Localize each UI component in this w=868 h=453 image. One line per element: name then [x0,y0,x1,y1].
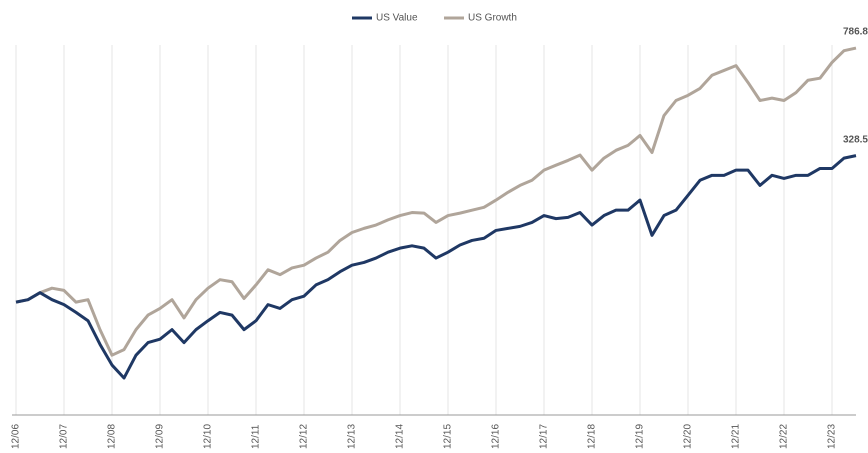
x-tick-label: 12/06 [11,424,22,449]
x-tick-label: 12/22 [779,424,790,449]
x-tick-label: 12/07 [59,424,70,449]
x-tick-label: 12/21 [731,424,742,449]
x-tick-label: 12/16 [491,424,502,449]
legend-label: US Value [376,13,418,24]
x-tick-label: 12/20 [683,424,694,449]
x-tick-label: 12/18 [587,424,598,449]
legend-label: US Growth [468,13,517,24]
x-tick-label: 12/08 [107,424,118,449]
x-tick-label: 12/09 [155,424,166,449]
x-tick-label: 12/23 [827,424,838,449]
x-tick-label: 12/10 [203,424,214,449]
x-tick-label: 12/14 [395,424,406,449]
x-tick-label: 12/13 [347,424,358,449]
end-label: 328.5 [843,134,868,145]
x-tick-label: 12/17 [539,424,550,449]
x-tick-label: 12/12 [299,424,310,449]
series-line [15,46,857,357]
x-tick-label: 12/15 [443,424,454,449]
x-tick-label: 12/19 [635,424,646,449]
series-line [15,154,857,380]
end-label: 786.8 [843,27,868,38]
x-tick-label: 12/11 [251,424,262,449]
